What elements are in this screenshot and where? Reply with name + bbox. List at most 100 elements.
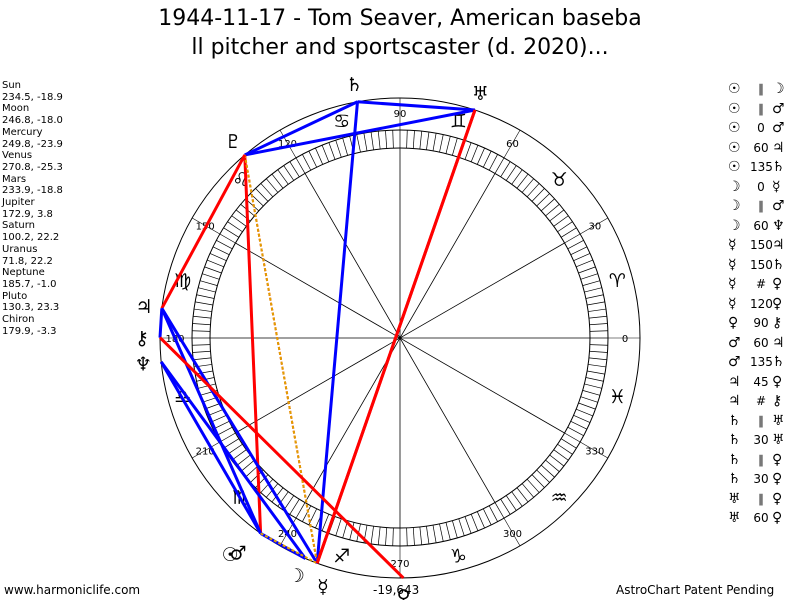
planet-values-saturn: 100.2, 22.2	[2, 232, 60, 244]
degree-tick	[385, 527, 388, 546]
degree-tick	[342, 137, 348, 156]
degree-tick	[505, 495, 517, 511]
degree-tick	[557, 443, 573, 455]
zodiac-sign-glyph: ♋	[333, 111, 350, 133]
degree-tick	[536, 193, 550, 207]
aspect-type: 120	[750, 296, 773, 311]
degree-tick	[488, 154, 498, 171]
degree-tick	[536, 469, 550, 483]
degree-tick	[315, 147, 324, 165]
aspect-planet-a: ☿	[728, 237, 737, 253]
degree-tick	[589, 330, 608, 332]
degree-tick	[589, 323, 608, 326]
aspect-row: ☽ 0 ☿	[728, 178, 792, 198]
aspect-line	[243, 154, 319, 564]
aspect-row: ☉ ∥ ♂	[728, 100, 792, 120]
degree-tick	[553, 449, 569, 461]
degree-tick	[580, 273, 598, 280]
aspect-planet-a: ♅	[728, 510, 741, 526]
aspect-planet-b: ♀	[772, 471, 783, 487]
degree-tick	[192, 323, 211, 326]
degree-tick	[426, 526, 430, 545]
aspect-planet-b: ♂	[772, 198, 785, 214]
zodiac-sign-glyph: ♉	[551, 169, 568, 191]
aspect-planet-b: ♄	[772, 256, 785, 273]
degree-tick	[494, 502, 505, 519]
degree-tick	[526, 183, 540, 198]
degree-tick	[526, 478, 540, 493]
degree-tick	[531, 474, 545, 488]
aspect-planet-b: ♂	[772, 100, 785, 117]
degree-tick	[470, 514, 479, 531]
degree-tick	[192, 344, 211, 346]
aspect-planet-b: ☿	[772, 178, 781, 195]
aspect-row: ☿ # ♀	[728, 275, 792, 295]
degree-tick	[521, 483, 534, 498]
aspect-planet-a: ♅	[728, 490, 741, 507]
aspect-row: ☿ 150♄	[728, 256, 792, 276]
aspect-row: ☉ 135♄	[728, 158, 792, 178]
aspect-row: ♂ 60 ♃	[728, 334, 792, 354]
aspect-type: 60	[753, 511, 769, 525]
planet-name-pluto: Pluto	[2, 290, 28, 302]
degree-tick	[587, 370, 605, 375]
aspect-row: ♀ 90 ⚷	[728, 314, 792, 334]
planet-values-moon: 246.8, -18.0	[2, 115, 63, 127]
degree-tick	[271, 487, 284, 503]
planet-values-uranus: 71.8, 22.2	[2, 255, 53, 267]
aspect-planet-b: ♀	[772, 276, 783, 292]
degree-label: 90	[394, 109, 407, 120]
aspect-planet-a: ♄	[728, 432, 741, 448]
degree-tick	[584, 383, 602, 389]
degree-tick	[192, 350, 211, 353]
aspect-row: ☿ 120♀	[728, 295, 792, 315]
degree-tick	[308, 508, 318, 526]
aspect-planet-b: ☽	[772, 81, 785, 97]
aspect-row: ♄ 30 ♀	[728, 470, 792, 490]
degree-tick	[231, 215, 247, 227]
degree-tick	[219, 432, 236, 443]
aspect-line	[244, 108, 476, 157]
degree-tick	[553, 215, 569, 227]
degree-tick	[196, 294, 215, 299]
degree-tick	[585, 377, 604, 382]
aspect-planet-a: ☽	[728, 217, 741, 234]
aspect-planet-b: ♀	[772, 451, 783, 468]
degree-tick	[470, 145, 479, 162]
aspect-type: ∥	[758, 101, 764, 116]
degree-tick	[195, 301, 213, 306]
zodiac-sign-glyph: ♐	[333, 545, 350, 567]
aspect-type: 60	[753, 335, 769, 350]
degree-tick	[260, 478, 274, 493]
degree-tick	[302, 505, 312, 522]
degree-tick	[439, 523, 444, 542]
planet-values-chiron: 179.9, -3.3	[2, 325, 57, 337]
aspect-planet-b: ♀	[772, 295, 783, 312]
aspect-line	[260, 532, 318, 565]
ring-spoke	[579, 441, 608, 459]
planet-name-chiron: Chiron	[2, 314, 35, 326]
aspect-planet-a: ☽	[728, 198, 741, 214]
degree-tick	[370, 131, 374, 150]
aspect-type: 135	[750, 160, 773, 174]
website-link[interactable]: www.harmoniclife.com	[4, 583, 141, 597]
planet-values-pluto: 130.3, 23.3	[2, 302, 60, 314]
degree-label: 300	[503, 529, 522, 540]
degree-tick	[223, 227, 240, 238]
planet-glyph-saturn: ♄	[346, 74, 363, 96]
degree-tick	[377, 131, 381, 150]
degree-tick	[419, 131, 423, 150]
planet-values-mars: 233.9, -18.8	[2, 185, 63, 197]
planet-glyph-pluto: ♇	[225, 131, 242, 153]
degree-tick	[209, 253, 227, 262]
degree-tick	[570, 246, 588, 256]
degree-tick	[321, 514, 330, 531]
degree-tick	[557, 221, 573, 233]
degree-tick	[500, 161, 511, 178]
degree-tick	[588, 357, 607, 361]
degree-tick	[516, 487, 529, 503]
degree-tick	[452, 137, 458, 156]
aspect-planet-b: ♄	[772, 159, 785, 175]
aspect-line	[159, 360, 307, 560]
